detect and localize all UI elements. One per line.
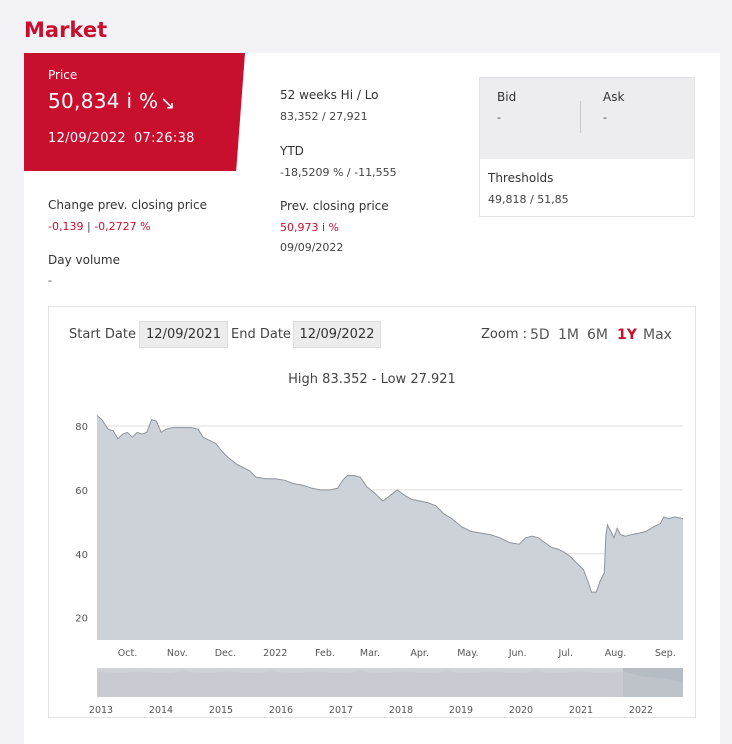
price-timestamp: 12/09/2022 07:26:38 xyxy=(48,131,195,146)
change-label: Change prev. closing price xyxy=(48,198,207,212)
price-chart: 20 40 60 80 Oct. Nov. Dec. 2022 Feb. Mar. Apr. May.… xyxy=(75,415,684,716)
price-label: Price xyxy=(48,68,78,82)
zoom-6m-button[interactable]: 6M xyxy=(587,327,608,343)
price-area xyxy=(97,415,683,640)
zoom-1m-button[interactable]: 1M xyxy=(558,327,579,343)
x-tick-label: Feb. xyxy=(315,648,335,659)
x-tick-label: Nov. xyxy=(167,648,188,659)
prev-close-label: Prev. closing price xyxy=(280,199,389,213)
navigator-tick-label: 2020 xyxy=(509,705,533,716)
end-date-label: End Date xyxy=(231,327,291,342)
navigator-tick-label: 2014 xyxy=(149,705,173,716)
start-date-input[interactable]: 12/09/2021 xyxy=(139,321,228,348)
price-value-text: 50,834 i % xyxy=(48,89,159,113)
navigator-selection xyxy=(623,668,683,697)
x-tick-label: Dec. xyxy=(215,648,236,659)
x-tick-label: 2022 xyxy=(263,648,287,659)
chart-title: High 83.352 - Low 27.921 xyxy=(288,372,456,387)
ytd-label: YTD xyxy=(280,144,304,158)
chart-panel: Start Date 12/09/2021 End Date 12/09/202… xyxy=(48,306,696,718)
navigator-profile xyxy=(97,671,683,697)
page-title: Market xyxy=(24,18,108,42)
x-tick-label: Oct. xyxy=(118,648,137,659)
zoom-1y-button[interactable]: 1Y xyxy=(617,327,637,343)
prev-close-date: 09/09/2022 xyxy=(280,241,344,254)
bid-ask-panel: Bid - Ask - Thresholds 49,818 / 51,85 xyxy=(479,77,695,217)
navigator-tick-label: 2016 xyxy=(269,705,293,716)
price-line xyxy=(96,415,684,593)
ytd-value: -18,5209 % / -11,555 xyxy=(280,166,397,179)
x-tick-label: Sep. xyxy=(655,648,676,659)
x-tick-label: Jul. xyxy=(558,648,573,659)
navigator-tick-label: 2019 xyxy=(449,705,473,716)
end-date-input[interactable]: 12/09/2022 xyxy=(293,321,381,348)
price-date: 12/09/2022 xyxy=(48,131,126,146)
y-tick-label: 20 xyxy=(75,614,88,625)
price-time: 07:26:38 xyxy=(133,131,195,146)
thresholds-value: 49,818 / 51,85 xyxy=(488,193,569,206)
ask-label: Ask xyxy=(603,90,625,104)
ask-value: - xyxy=(603,111,607,124)
navigator-tick-label: 2015 xyxy=(209,705,233,716)
navigator-tick-label: 2018 xyxy=(389,705,413,716)
zoom-5d-button[interactable]: 5D xyxy=(530,327,550,343)
y-tick-label: 60 xyxy=(75,486,88,497)
bid-ask-header: Bid - Ask - xyxy=(480,78,694,159)
x-tick-label: Apr. xyxy=(410,648,429,659)
price-value: 50,834 i % ↘ xyxy=(48,89,176,114)
y-tick-label: 40 xyxy=(75,550,88,561)
day-volume-label: Day volume xyxy=(48,253,120,267)
trend-down-arrow-icon: ↘ xyxy=(160,93,176,114)
navigator-tick-label: 2021 xyxy=(569,705,593,716)
y-tick-label: 80 xyxy=(75,422,88,433)
x-tick-label: Mar. xyxy=(360,648,380,659)
thresholds-label: Thresholds xyxy=(488,171,554,185)
navigator-tick-label: 2013 xyxy=(89,705,113,716)
zoom-max-button[interactable]: Max xyxy=(643,327,672,343)
x-tick-label: Jun. xyxy=(508,648,527,659)
bid-ask-divider xyxy=(580,101,581,133)
x-tick-label: May. xyxy=(457,648,478,659)
start-date-label: Start Date xyxy=(69,327,136,342)
price-panel: Price 50,834 i % ↘ 12/09/2022 07:26:38 xyxy=(24,53,245,171)
change-value: -0,139 | -0,2727 % xyxy=(48,220,151,233)
change-abs: -0,139 xyxy=(48,220,84,233)
week52-value: 83,352 / 27,921 xyxy=(280,110,368,123)
bid-label: Bid xyxy=(497,90,517,104)
x-tick-label: Aug. xyxy=(605,648,627,659)
day-volume-value: - xyxy=(48,274,52,287)
market-card: Price 50,834 i % ↘ 12/09/2022 07:26:38 Cha… xyxy=(24,53,720,744)
change-pct: -0,2727 % xyxy=(94,220,151,233)
navigator-tick-label: 2022 xyxy=(629,705,653,716)
bid-value: - xyxy=(497,111,501,124)
prev-close-value: 50,973 i % xyxy=(280,221,339,234)
zoom-label: Zoom : xyxy=(481,327,527,342)
navigator-tick-label: 2017 xyxy=(329,705,353,716)
change-separator: | xyxy=(86,220,91,233)
navigator-track xyxy=(97,668,683,697)
week52-label: 52 weeks Hi / Lo xyxy=(280,88,379,102)
